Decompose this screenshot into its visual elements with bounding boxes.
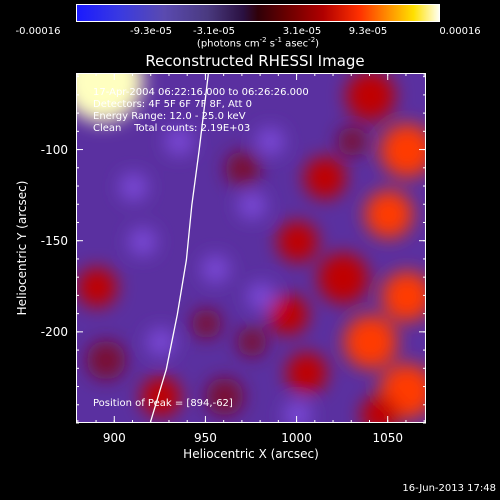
colorbar-gradient: [76, 4, 440, 22]
intensity-blob: [317, 252, 369, 304]
annotation-energy: Energy Range: 12.0 - 25.0 keV: [93, 111, 246, 122]
annotation-time-range: 17-Apr-2004 06:22:16.000 to 06:26:26.000: [93, 87, 309, 98]
x-tick-label: 1050: [372, 431, 403, 445]
intensity-low-region: [201, 255, 230, 284]
intensity-low-region: [256, 127, 285, 156]
chart-title: Reconstructed RHESSI Image: [145, 52, 365, 70]
intensity-low-region: [238, 191, 266, 220]
intensity-blob: [268, 294, 309, 335]
y-tick-label: -200: [40, 324, 68, 339]
colorbar: [76, 4, 440, 22]
footer-timestamp: 16-Jun-2013 17:48: [402, 483, 496, 494]
intensity-blob: [191, 309, 222, 339]
intensity-blob: [343, 315, 398, 369]
image-heatmap: [77, 74, 425, 422]
x-tick-label: 900: [102, 431, 126, 445]
intensity-blob: [140, 376, 181, 417]
x-tick-label: 950: [193, 431, 217, 445]
y-tick-label: -150: [40, 233, 68, 248]
x-tick-label: 1000: [281, 431, 312, 445]
intensity-blob: [360, 395, 399, 422]
colorbar-tick-label: -3.1e-05: [193, 26, 235, 37]
intensity-blob: [337, 126, 367, 157]
intensity-blob: [205, 377, 244, 416]
y-axis-label: Heliocentric Y (arcsec): [15, 180, 29, 316]
annotation-counts: Clean Total counts: 2.19E+03: [93, 123, 251, 134]
solar-limb-line: [149, 74, 209, 422]
intensity-blob: [237, 327, 267, 357]
intensity-blob: [286, 352, 328, 394]
colorbar-tick-label: 0.00016: [439, 26, 481, 37]
annotation-detectors: Detectors: 4F 5F 6F 7F 8F, Att 0: [93, 99, 253, 110]
intensity-blob: [381, 271, 425, 322]
colorbar-tick-label: -0.00016: [15, 26, 61, 37]
y-tick-label: -100: [40, 142, 68, 157]
intensity-blob: [364, 190, 413, 239]
intensity-blob: [380, 123, 425, 178]
colorbar-tick-label: -9.3e-05: [130, 26, 172, 37]
colorbar-tick-label: 9.3e-05: [348, 26, 388, 37]
intensity-blob: [77, 267, 118, 308]
intensity-low-region: [165, 127, 194, 156]
intensity-low-region: [247, 282, 276, 311]
intensity-low-region: [283, 400, 312, 422]
intensity-blob: [345, 74, 396, 121]
colorbar-unit-label: (photons cm-2 s-1 asec-2): [196, 36, 320, 50]
plot-area: 17-Apr-2004 06:22:16.000 to 06:26:26.000…: [76, 73, 426, 423]
intensity-blob: [303, 156, 347, 200]
intensity-low-region: [128, 227, 157, 256]
colorbar-tick-label: 3.1e-05: [282, 26, 322, 37]
intensity-blob: [225, 151, 261, 187]
intensity-blob: [77, 74, 144, 123]
x-axis-label: Heliocentric X (arcsec): [183, 447, 319, 461]
intensity-blob: [86, 340, 126, 380]
intensity-low-region: [146, 327, 175, 356]
intensity-blob: [276, 221, 319, 263]
annotation-peak-position: Position of Peak = [894,-62]: [93, 398, 233, 409]
intensity-low-region: [119, 173, 148, 202]
